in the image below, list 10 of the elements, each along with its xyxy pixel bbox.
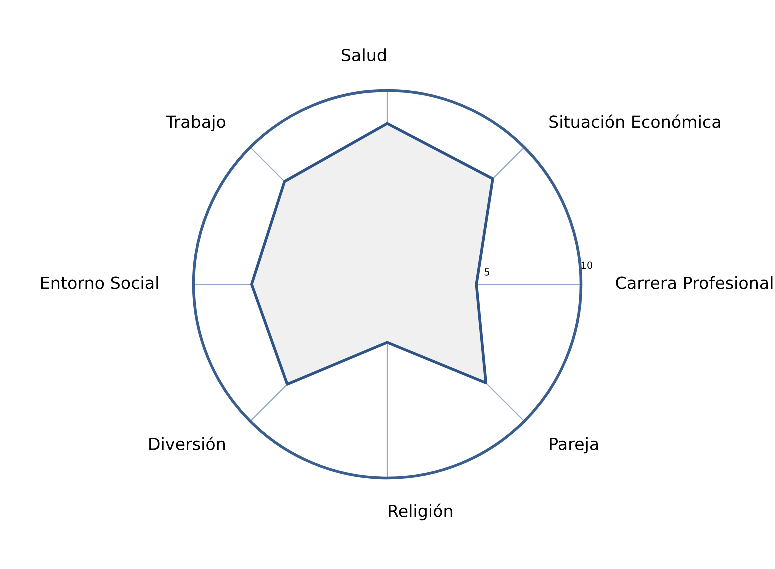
y-tick-label: 10: [582, 262, 593, 270]
spoke-label: Situación Económica: [550, 114, 720, 128]
spoke-label: Pareja: [550, 438, 598, 454]
spoke-label: Carrera Profesional: [616, 276, 773, 290]
spoke-label: Entorno Social: [42, 276, 158, 290]
y-tick-label: 5: [484, 268, 490, 276]
spoke-label: Salud: [342, 48, 386, 62]
spoke-label: Diversión: [150, 436, 226, 450]
spoke-label: Religión: [389, 504, 452, 521]
spoke-label: Trabajo: [166, 115, 226, 132]
